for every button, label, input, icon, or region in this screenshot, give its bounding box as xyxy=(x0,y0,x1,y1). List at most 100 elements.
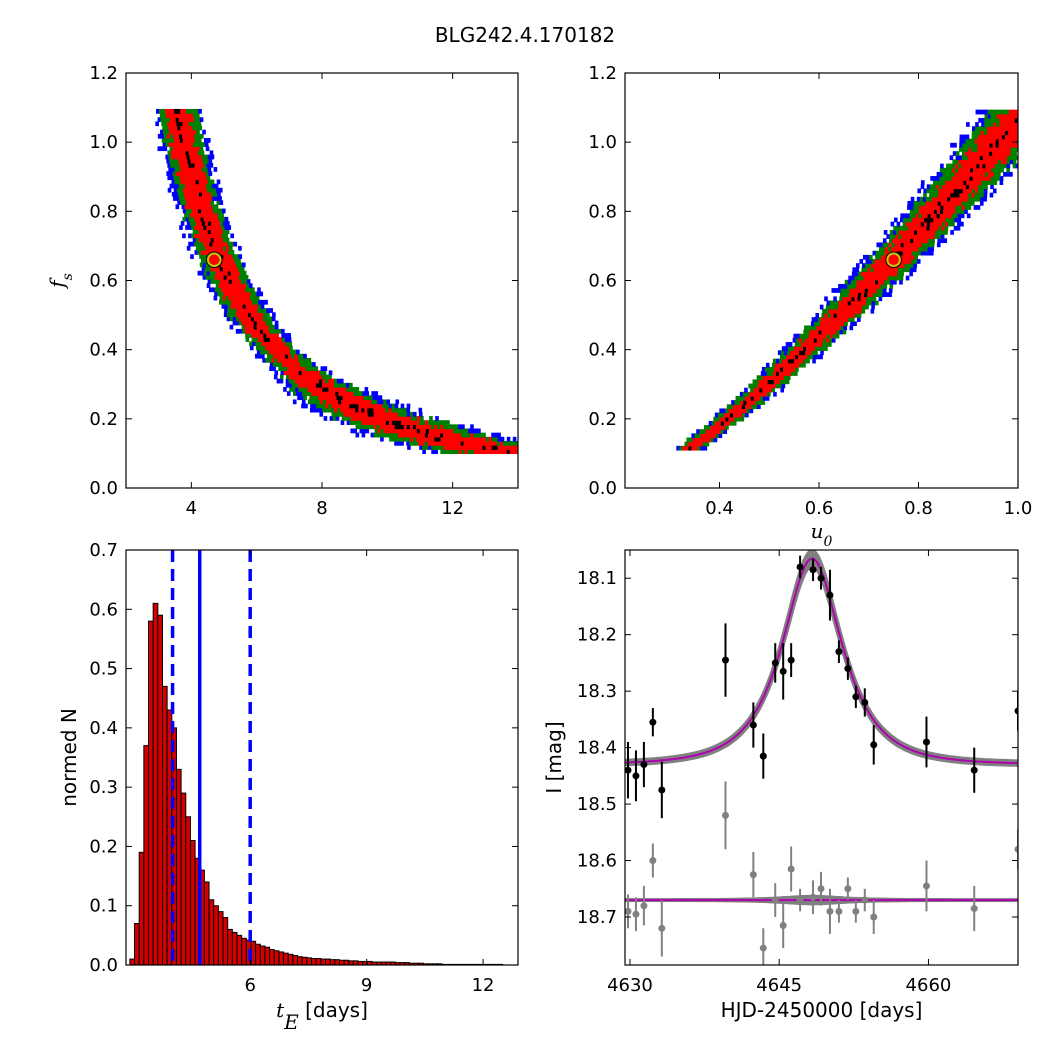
heatmap-cell-inner xyxy=(1001,147,1005,152)
heatmap-cell-inner xyxy=(271,345,275,351)
heatmap-cell-middle xyxy=(926,188,931,194)
heatmap-cell-inner xyxy=(789,354,793,360)
heatmap-cell-inner xyxy=(389,428,394,434)
heatmap-cell-middle xyxy=(871,259,876,264)
histogram-bar xyxy=(157,614,163,965)
heatmap-cell-outer xyxy=(223,312,228,318)
heatmap-cell-peak xyxy=(940,209,944,215)
heatmap-cell-middle xyxy=(930,242,935,248)
heatmap-cell-outer xyxy=(226,221,230,226)
heatmap-cell-peak xyxy=(370,407,374,413)
heatmap-cell-peak xyxy=(266,337,271,342)
heatmap-cell-outer xyxy=(775,358,780,364)
heatmap-cell-middle xyxy=(240,279,245,284)
heatmap-cell-middle xyxy=(971,147,975,152)
heatmap-cell-peak xyxy=(191,162,196,168)
heatmap-cell-outer xyxy=(916,196,921,202)
heatmap-cell-inner xyxy=(985,159,990,165)
heatmap-cell-middle xyxy=(422,420,426,425)
heatmap-cell-inner xyxy=(515,445,518,450)
heatmap-cell-inner xyxy=(870,288,875,293)
heatmap-cell-peak xyxy=(936,213,941,219)
heatmap-cell-inner xyxy=(898,230,903,235)
heatmap-cell-middle xyxy=(337,411,342,417)
heatmap-cell-peak xyxy=(318,378,323,384)
heatmap-cell-middle xyxy=(702,441,707,447)
heatmap-cell-outer xyxy=(339,378,344,384)
heatmap-cell-outer xyxy=(272,312,276,318)
heatmap-cell-inner xyxy=(330,395,335,401)
heatmap-cell-middle xyxy=(265,357,269,363)
heatmap-cell-peak xyxy=(818,329,823,335)
heatmap-cell-inner xyxy=(278,337,283,342)
heatmap-cell-inner xyxy=(987,126,991,132)
heatmap-cell-inner xyxy=(224,241,229,247)
heatmap-cell-inner xyxy=(883,263,887,268)
heatmap-cell-outer xyxy=(395,399,400,405)
heatmap-cell-inner xyxy=(717,420,722,426)
heatmap-cell-outer xyxy=(979,200,984,206)
heatmap-cell-inner xyxy=(455,445,459,450)
heatmap-cell-inner xyxy=(1014,122,1018,127)
heatmap-cell-middle xyxy=(255,299,259,305)
heatmap-cell-inner xyxy=(515,449,518,455)
heatmap-cell-middle xyxy=(164,138,169,143)
heatmap-cell-inner xyxy=(782,358,786,364)
heatmap-cell-inner xyxy=(364,407,368,413)
heatmap-cell-outer xyxy=(900,217,904,223)
heatmap-cell-inner xyxy=(167,121,172,127)
heatmap-cell-middle xyxy=(1039,122,1043,127)
heatmap-cell-middle xyxy=(1042,118,1046,123)
heatmap-cell-inner xyxy=(216,229,221,235)
heatmap-cell-middle xyxy=(176,162,181,168)
heatmap-cell-middle xyxy=(163,129,167,135)
heatmap-cell-inner xyxy=(818,342,823,347)
heatmap-cell-inner xyxy=(841,321,845,327)
heatmap-cell-middle xyxy=(340,382,344,388)
heatmap-cell-inner xyxy=(208,204,213,210)
heatmap-cell-outer xyxy=(316,407,320,413)
heatmap-cell-inner xyxy=(1002,122,1006,127)
heatmap-cell-inner xyxy=(324,395,328,401)
heatmap-cell-inner xyxy=(191,138,196,143)
heatmap-cell-outer xyxy=(953,225,958,231)
heatmap-cell-inner xyxy=(196,158,201,164)
heatmap-cell-inner xyxy=(229,274,234,280)
heatmap-cell-inner xyxy=(377,428,382,434)
heatmap-cell-inner xyxy=(992,130,997,136)
heatmap-cell-middle xyxy=(165,142,170,147)
heatmap-cell-inner xyxy=(234,299,238,305)
heatmap-cell-middle xyxy=(729,404,734,410)
heatmap-cell-middle xyxy=(179,196,183,201)
heatmap-cell-middle xyxy=(938,225,943,231)
heatmap-cell-outer xyxy=(890,279,894,285)
heatmap-cell-middle xyxy=(425,445,429,450)
heatmap-cell-outer xyxy=(188,225,192,230)
heatmap-cell-outer xyxy=(470,424,474,430)
heatmap-cell-inner xyxy=(908,225,912,231)
heatmap-cell-middle xyxy=(780,350,785,356)
heatmap-cell-middle xyxy=(704,425,708,430)
heatmap-cell-middle xyxy=(699,429,703,434)
heatmap-cell-inner xyxy=(300,382,305,388)
heatmap-cell-inner xyxy=(960,176,965,181)
heatmap-cell-middle xyxy=(977,130,982,136)
heatmap-cell-inner xyxy=(373,420,378,425)
heatmap-cell-middle xyxy=(929,184,934,190)
heatmap-cell-inner xyxy=(179,162,184,168)
heatmap-cell-inner xyxy=(951,180,955,185)
heatmap-cell-middle xyxy=(297,353,301,359)
heatmap-cell-inner xyxy=(301,374,305,380)
heatmap-cell-outer xyxy=(206,138,211,143)
heatmap-cell-middle xyxy=(1039,118,1043,123)
heatmap-cell-middle xyxy=(219,221,224,226)
heatmap-cell-inner xyxy=(799,346,804,351)
heatmap-cell-inner xyxy=(855,288,860,293)
heatmap-cell-middle xyxy=(952,163,956,169)
heatmap-cell-inner xyxy=(488,449,493,455)
heatmap-cell-inner xyxy=(223,291,227,297)
heatmap-cell-inner xyxy=(946,205,951,210)
heatmap-cell-outer xyxy=(713,437,718,443)
heatmap-cell-outer xyxy=(966,122,970,127)
heatmap-cell-middle xyxy=(811,350,815,356)
